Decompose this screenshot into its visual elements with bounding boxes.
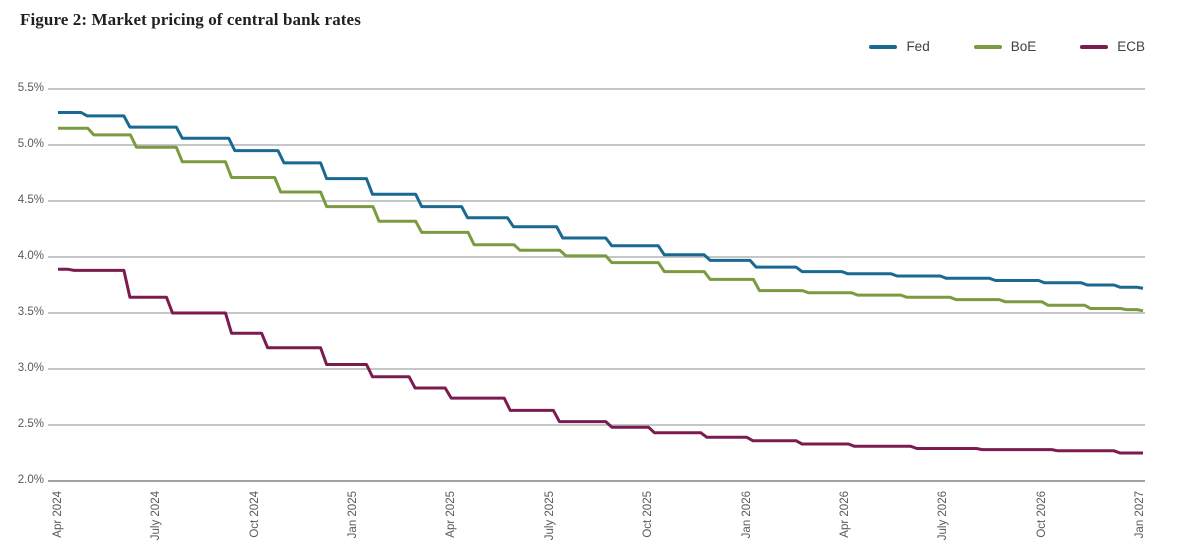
series-line-fed (58, 111, 1144, 290)
legend-swatch-ecb (1080, 44, 1109, 49)
x-tick-label: July 2026 (937, 491, 950, 541)
x-tick-label: Jan 2025 (347, 491, 360, 539)
legend: Fed BoE ECB (869, 40, 1145, 54)
x-tick-label: Apr 2024 (52, 491, 64, 538)
legend-label: ECB (1117, 39, 1145, 54)
y-tick-label: 4.0% (17, 250, 44, 262)
x-tick-label: Apr 2026 (838, 491, 851, 538)
series-line-ecb (58, 267, 1143, 455)
y-tick-label: 5.0% (17, 138, 44, 150)
legend-swatch-fed (869, 44, 898, 49)
legend-swatch-boe (973, 44, 1002, 49)
y-tick-label: 5.5% (17, 82, 44, 94)
x-tick-label: Jan 2027 (1134, 491, 1146, 539)
legend-label: Fed (906, 39, 930, 54)
legend-label: BoE (1010, 39, 1037, 54)
x-tick-label: July 2025 (543, 491, 556, 541)
x-tick-label: Oct 2024 (248, 491, 261, 538)
figure-title: Figure 2: Market pricing of central bank… (20, 10, 361, 29)
x-tick-label: July 2024 (150, 491, 163, 541)
legend-item-ecb: ECB (1080, 40, 1145, 54)
x-tick-label: Oct 2026 (1035, 491, 1048, 538)
y-tick-label: 3.5% (17, 306, 44, 318)
y-tick-label: 2.0% (17, 474, 44, 486)
x-tick-label: Apr 2025 (445, 491, 458, 538)
y-tick-label: 4.5% (17, 194, 44, 206)
legend-item-boe: BoE (973, 39, 1037, 54)
legend-item-fed: Fed (869, 39, 930, 54)
y-tick-label: 2.5% (17, 418, 44, 430)
x-tick-label: Oct 2025 (642, 491, 655, 538)
series-line-boe (58, 126, 1144, 313)
x-tick-label: Jan 2026 (740, 491, 753, 539)
y-tick-label: 3.0% (17, 362, 44, 374)
